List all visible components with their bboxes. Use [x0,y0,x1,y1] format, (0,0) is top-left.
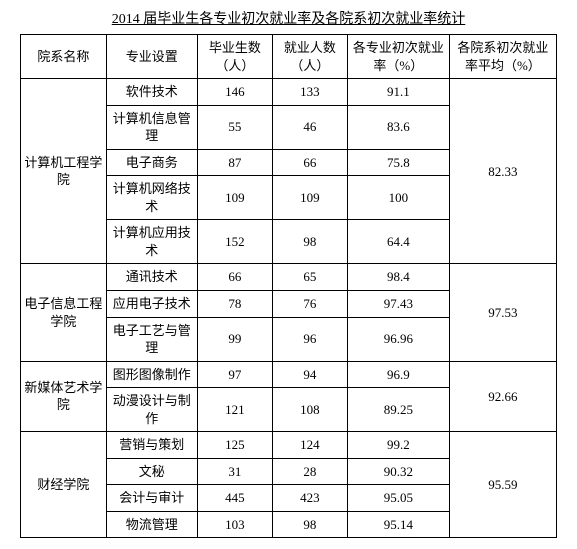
table-row: 电子信息工程学院通讯技术666598.497.53 [21,264,557,291]
col-employed: 就业人数（人） [272,35,347,79]
cell-major: 动漫设计与制作 [106,388,197,432]
col-grads: 毕业生数（人） [197,35,272,79]
cell-grads: 109 [197,176,272,220]
cell-employed: 65 [272,264,347,291]
cell-major-rate: 90.32 [347,458,449,485]
cell-grads: 152 [197,220,272,264]
cell-grads: 121 [197,388,272,432]
cell-grads: 87 [197,149,272,176]
cell-employed: 98 [272,511,347,538]
cell-dept-name: 新媒体艺术学院 [21,361,107,432]
employment-table: 院系名称 专业设置 毕业生数（人） 就业人数（人） 各专业初次就业率（%） 各院… [20,34,557,538]
cell-employed: 109 [272,176,347,220]
cell-major: 物流管理 [106,511,197,538]
cell-employed: 96 [272,317,347,361]
cell-dept-avg: 97.53 [449,264,556,361]
cell-grads: 103 [197,511,272,538]
cell-grads: 66 [197,264,272,291]
cell-major-rate: 95.05 [347,485,449,512]
col-major: 专业设置 [106,35,197,79]
cell-major-rate: 97.43 [347,291,449,318]
cell-major: 软件技术 [106,79,197,106]
cell-grads: 97 [197,361,272,388]
cell-employed: 133 [272,79,347,106]
cell-major-rate: 96.96 [347,317,449,361]
cell-dept-name: 计算机工程学院 [21,79,107,264]
cell-major-rate: 99.2 [347,432,449,459]
cell-major: 计算机信息管理 [106,105,197,149]
cell-major-rate: 95.14 [347,511,449,538]
cell-employed: 46 [272,105,347,149]
cell-major: 通讯技术 [106,264,197,291]
cell-grads: 146 [197,79,272,106]
cell-major-rate: 100 [347,176,449,220]
table-header-row: 院系名称 专业设置 毕业生数（人） 就业人数（人） 各专业初次就业率（%） 各院… [21,35,557,79]
cell-major: 图形图像制作 [106,361,197,388]
page-title: 2014 届毕业生各专业初次就业率及各院系初次就业率统计 [20,8,557,28]
cell-major: 计算机应用技术 [106,220,197,264]
cell-employed: 98 [272,220,347,264]
cell-employed: 108 [272,388,347,432]
cell-employed: 76 [272,291,347,318]
cell-major: 应用电子技术 [106,291,197,318]
cell-dept-avg: 92.66 [449,361,556,432]
cell-dept-name: 电子信息工程学院 [21,264,107,361]
cell-major-rate: 83.6 [347,105,449,149]
col-major-rate: 各专业初次就业率（%） [347,35,449,79]
cell-major-rate: 64.4 [347,220,449,264]
cell-grads: 445 [197,485,272,512]
cell-dept-avg: 82.33 [449,79,556,264]
cell-major: 会计与审计 [106,485,197,512]
cell-grads: 31 [197,458,272,485]
cell-major-rate: 96.9 [347,361,449,388]
cell-major-rate: 75.8 [347,149,449,176]
cell-employed: 94 [272,361,347,388]
cell-major: 营销与策划 [106,432,197,459]
cell-grads: 99 [197,317,272,361]
cell-grads: 78 [197,291,272,318]
cell-major-rate: 91.1 [347,79,449,106]
cell-employed: 124 [272,432,347,459]
cell-employed: 423 [272,485,347,512]
cell-major: 电子商务 [106,149,197,176]
cell-employed: 66 [272,149,347,176]
cell-dept-avg: 95.59 [449,432,556,538]
table-row: 计算机工程学院软件技术14613391.182.33 [21,79,557,106]
cell-major-rate: 89.25 [347,388,449,432]
cell-major: 文秘 [106,458,197,485]
cell-major: 电子工艺与管理 [106,317,197,361]
cell-major: 计算机网络技术 [106,176,197,220]
table-row: 新媒体艺术学院图形图像制作979496.992.66 [21,361,557,388]
cell-major-rate: 98.4 [347,264,449,291]
cell-grads: 125 [197,432,272,459]
cell-grads: 55 [197,105,272,149]
table-row: 财经学院营销与策划12512499.295.59 [21,432,557,459]
cell-employed: 28 [272,458,347,485]
col-dept: 院系名称 [21,35,107,79]
col-dept-rate: 各院系初次就业率平均（%） [449,35,556,79]
cell-dept-name: 财经学院 [21,432,107,538]
